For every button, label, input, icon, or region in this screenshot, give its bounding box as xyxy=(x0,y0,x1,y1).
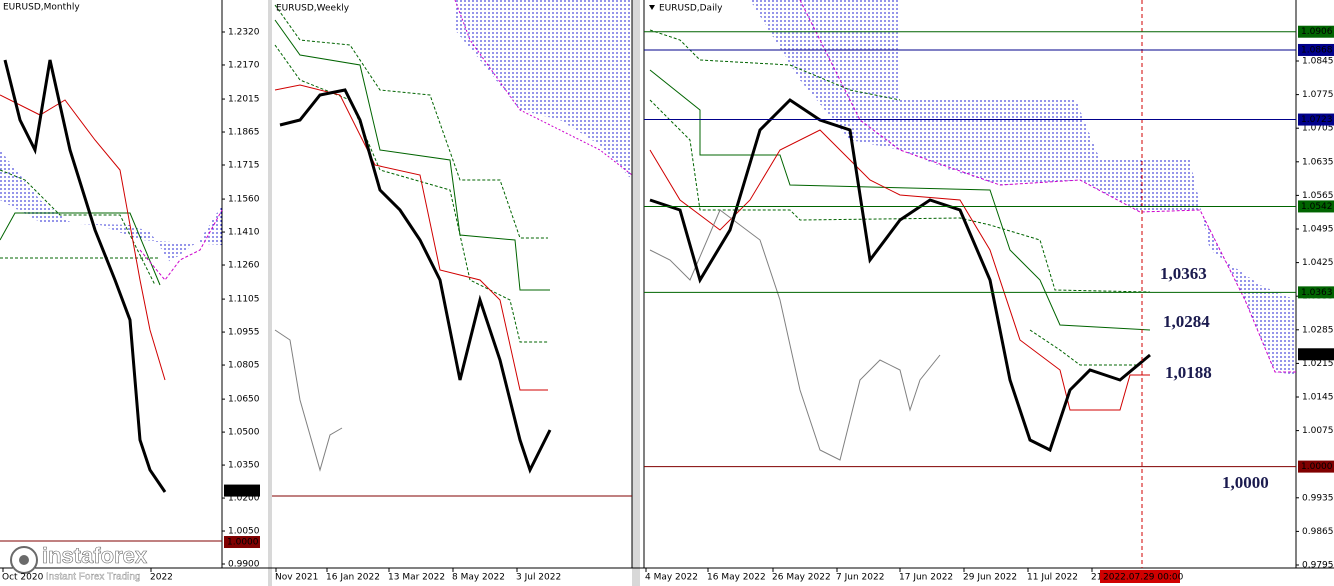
price-box-label: 1.0906 xyxy=(1301,27,1333,37)
price-label: 1.2170 xyxy=(228,60,260,70)
date-label: 7 Jun 2022 xyxy=(836,573,884,583)
daily-indicators xyxy=(649,0,1296,461)
price-box-label: 1.0363 xyxy=(1301,288,1333,298)
price-label: 1.2320 xyxy=(228,28,260,38)
date-label: 8 May 2022 xyxy=(452,573,505,583)
price-label: 1.0350 xyxy=(228,461,260,471)
weekly-indicators xyxy=(274,0,633,474)
price-box-label: 1.0723 xyxy=(1301,115,1333,125)
price-box-label: 1.0868 xyxy=(1301,45,1333,55)
logo-tagline: Instant Forex Trading xyxy=(46,572,141,583)
price-label: 1.0285 xyxy=(1302,325,1334,335)
price-box xyxy=(224,484,260,497)
price-label: 1.1865 xyxy=(228,128,260,138)
price-label: 1.0775 xyxy=(1302,90,1334,100)
price-label: 0.9935 xyxy=(1302,493,1334,503)
price-label: 1.0705 xyxy=(1302,124,1334,134)
monthly-indicators xyxy=(0,59,223,493)
price-label: 1.1105 xyxy=(228,295,260,305)
annotation: 1,0188 xyxy=(1165,363,1212,382)
price-label: 1.1715 xyxy=(228,161,260,171)
date-label: Oct 2020 xyxy=(2,573,44,583)
price-box-label: 1.0234 xyxy=(227,486,259,496)
panel-title: EURUSD,Daily xyxy=(659,4,723,14)
price-box xyxy=(1298,25,1334,38)
date-label: Nov 2021 xyxy=(275,573,318,583)
date-label: 4 May 2022 xyxy=(645,573,698,583)
price-box-label: 1.0542 xyxy=(1301,202,1333,212)
price-label: 0.9795 xyxy=(1302,561,1334,571)
price-box xyxy=(224,536,260,549)
date-label: 3 Jul 2022 xyxy=(516,573,561,583)
price-label: 1.0145 xyxy=(1302,393,1334,403)
date-label: 2022 xyxy=(150,573,173,583)
cursor-date-box xyxy=(1100,570,1180,583)
price-label: 1.0635 xyxy=(1302,157,1334,167)
date-label: 13 Mar 2022 xyxy=(388,573,445,583)
panel-title: EURUSD,Weekly xyxy=(276,4,350,14)
price-label: 1.0500 xyxy=(228,428,260,438)
price-label: 1.0955 xyxy=(228,328,260,338)
price-box xyxy=(1298,113,1334,126)
date-label: 21 xyxy=(1091,573,1102,583)
price-label: 1.1260 xyxy=(228,261,260,271)
price-box xyxy=(1298,460,1334,473)
price-label: 0.9865 xyxy=(1302,527,1334,537)
price-label: 1.2015 xyxy=(228,95,260,105)
cursor-date: 2022.07.29 00:00 xyxy=(1103,573,1184,583)
annotation: 1,0284 xyxy=(1163,312,1210,331)
price-label: 1.1410 xyxy=(228,228,260,238)
price-label: 1.0805 xyxy=(228,361,260,371)
annotation: 1,0363 xyxy=(1160,264,1207,283)
price-label: 1.0495 xyxy=(1302,225,1334,235)
price-label: 1.0425 xyxy=(1302,258,1334,268)
price-box xyxy=(1298,286,1334,299)
price-label: 1.0200 xyxy=(228,494,260,504)
annotation: 1,0000 xyxy=(1222,473,1269,492)
menu-icon[interactable] xyxy=(649,5,655,10)
date-label: 11 Jul 2022 xyxy=(1027,573,1078,583)
price-label: 0.9900 xyxy=(228,560,260,570)
price-label: 1.0215 xyxy=(1302,359,1334,369)
price-label: 1.0845 xyxy=(1302,57,1334,67)
price-box-label: 1.0234 xyxy=(1301,350,1333,360)
price-box xyxy=(1298,200,1334,213)
date-label: 16 Jan 2022 xyxy=(326,573,380,583)
price-label: 1.0650 xyxy=(228,395,260,405)
price-box-label: 1.0000 xyxy=(1301,462,1333,472)
price-box-label: 1.0000 xyxy=(227,538,259,548)
logo-name: instaforex xyxy=(42,543,148,568)
logo: instaforex Instant Forex Trading xyxy=(10,543,148,583)
price-box xyxy=(1298,43,1334,56)
date-label: 16 May 2022 xyxy=(707,573,766,583)
price-label: 1.0075 xyxy=(1302,426,1334,436)
price-label: 1.0565 xyxy=(1302,191,1334,201)
price-box xyxy=(1298,348,1334,361)
price-label: 1.0050 xyxy=(228,527,260,537)
panel-title: EURUSD,Monthly xyxy=(3,3,80,13)
date-label: 17 Jun 2022 xyxy=(899,573,953,583)
price-label: 1.1560 xyxy=(228,195,260,205)
date-label: 26 May 2022 xyxy=(772,573,831,583)
date-label: 29 Jun 2022 xyxy=(963,573,1017,583)
